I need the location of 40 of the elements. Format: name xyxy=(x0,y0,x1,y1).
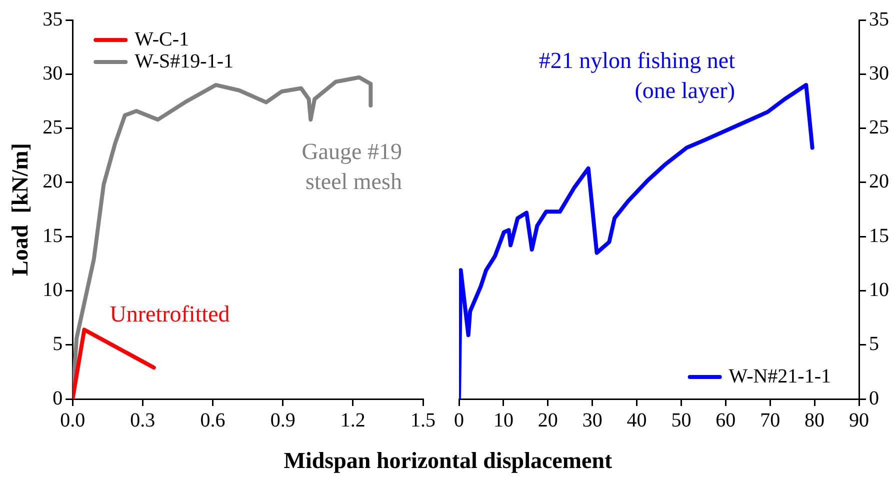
x-tick-label: 70 xyxy=(760,409,780,432)
y-tick-label: 35 xyxy=(869,8,889,30)
y-tick-label: 20 xyxy=(869,170,889,193)
y-tick-label: 10 xyxy=(869,278,889,301)
x-tick-label: 30 xyxy=(582,409,602,432)
x-tick-label: 1.5 xyxy=(410,409,436,432)
y-tick-label: 15 xyxy=(869,224,889,247)
y-tick-label: 10 xyxy=(42,278,63,301)
y-tick-label: 25 xyxy=(42,116,63,139)
legend-label: W-N#21-1-1 xyxy=(728,365,832,388)
legend-label: W-S#19-1-1 xyxy=(134,50,234,72)
x-tick-label: 1.2 xyxy=(340,409,366,432)
y-tick-label: 5 xyxy=(869,333,879,356)
x-tick-label: 90 xyxy=(849,409,869,432)
y-tick-label: 0 xyxy=(869,387,879,410)
x-tick-label: 0 xyxy=(454,409,464,432)
y-tick-label: 5 xyxy=(52,333,63,356)
x-tick-label: 50 xyxy=(671,409,692,432)
annotation: Gauge #19 steel mesh xyxy=(302,138,402,194)
x-tick-label: 20 xyxy=(538,409,558,432)
x-tick-label: 10 xyxy=(493,409,514,432)
annotation: Unretrofitted xyxy=(110,302,230,327)
y-tick-label: 0 xyxy=(52,387,63,410)
x-tick-label: 0.6 xyxy=(200,409,226,432)
legend-label: W-C-1 xyxy=(134,28,190,50)
x-tick-label: 40 xyxy=(626,409,647,432)
x-tick-label: 0.9 xyxy=(270,409,296,432)
y-tick-label: 30 xyxy=(869,62,889,84)
x-tick-label: 80 xyxy=(804,409,825,432)
y-tick-label: 15 xyxy=(42,224,63,247)
y-tick-label: 20 xyxy=(42,170,63,193)
x-tick-label: 0.0 xyxy=(60,409,86,432)
x-tick-label: 0.3 xyxy=(130,409,156,432)
y-axis-title: Load [kN/m] xyxy=(8,143,33,276)
y-tick-label: 35 xyxy=(42,8,63,30)
x-axis-title: Midspan horizontal displacement xyxy=(282,448,614,474)
x-tick-label: 60 xyxy=(716,409,736,432)
y-tick-label: 25 xyxy=(869,116,889,139)
annotation: #21 nylon fishing net (one layer) xyxy=(538,48,736,103)
y-tick-label: 30 xyxy=(42,62,63,84)
